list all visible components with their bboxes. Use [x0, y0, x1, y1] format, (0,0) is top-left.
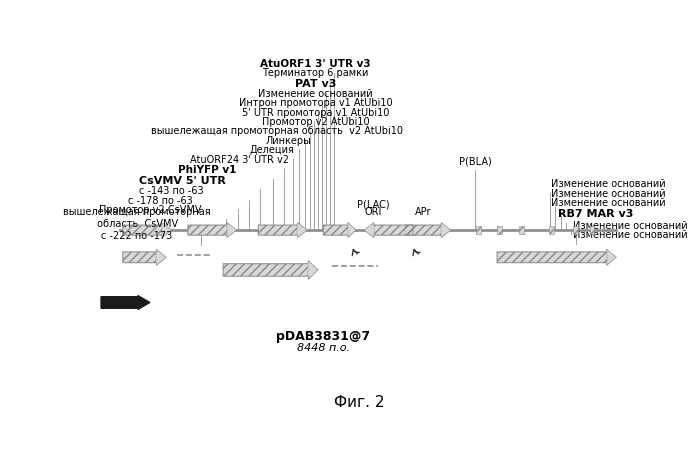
- Text: Изменение оснований: Изменение оснований: [573, 221, 687, 231]
- Text: с -222 по -173: с -222 по -173: [101, 231, 172, 241]
- Text: PAT v3: PAT v3: [295, 79, 336, 89]
- Text: Изменение оснований: Изменение оснований: [573, 230, 687, 240]
- FancyArrow shape: [405, 222, 451, 238]
- Text: Терминатор 6 рамки: Терминатор 6 рамки: [262, 68, 368, 78]
- Text: Изменение оснований: Изменение оснований: [258, 89, 372, 99]
- Text: ORI: ORI: [365, 207, 382, 217]
- FancyArrow shape: [188, 222, 237, 238]
- Polygon shape: [549, 226, 554, 234]
- Text: Делеция: Делеция: [249, 145, 295, 155]
- Text: Интрон промотора v1 AtUbi10: Интрон промотора v1 AtUbi10: [239, 98, 392, 108]
- Text: pDAB3831@7: pDAB3831@7: [276, 330, 370, 344]
- Text: P(LAC): P(LAC): [357, 200, 390, 210]
- Text: 8448 п.о.: 8448 п.о.: [297, 343, 350, 352]
- Text: APr: APr: [414, 207, 431, 217]
- Text: 5' UTR промотора v1 AtUbi10: 5' UTR промотора v1 AtUbi10: [241, 108, 389, 118]
- Text: Промотор v2 AtUbi10: Промотор v2 AtUbi10: [262, 117, 369, 127]
- Text: PhiYFP v1: PhiYFP v1: [178, 165, 236, 175]
- Text: P(BLA): P(BLA): [459, 157, 492, 167]
- FancyArrow shape: [258, 222, 307, 238]
- Text: CsVMV 5' UTR: CsVMV 5' UTR: [139, 176, 226, 186]
- FancyArrow shape: [101, 296, 150, 309]
- Text: вышележащая промоторная область  v2 AtUbi10: вышележащая промоторная область v2 AtUbi…: [151, 126, 403, 136]
- Text: с -178 по -63: с -178 по -63: [128, 196, 193, 205]
- Text: Промотор v2 CsVMV: Промотор v2 CsVMV: [99, 205, 201, 215]
- Text: Изменение оснований: Изменение оснований: [552, 179, 666, 189]
- Text: Изменение оснований: Изменение оснований: [552, 198, 666, 208]
- Text: AtuORF24 3' UTR v2: AtuORF24 3' UTR v2: [190, 155, 289, 164]
- FancyArrow shape: [497, 249, 617, 266]
- Polygon shape: [498, 226, 502, 234]
- Polygon shape: [519, 226, 524, 234]
- Text: Линкеры: Линкеры: [265, 136, 312, 146]
- FancyArrow shape: [122, 222, 172, 238]
- FancyArrow shape: [323, 222, 356, 238]
- Polygon shape: [476, 226, 480, 234]
- Text: RB7 MAR v3: RB7 MAR v3: [559, 209, 634, 219]
- Text: Изменение оснований: Изменение оснований: [552, 188, 666, 199]
- FancyArrow shape: [364, 222, 413, 238]
- Polygon shape: [573, 226, 578, 234]
- Text: Фиг. 2: Фиг. 2: [333, 394, 384, 409]
- Polygon shape: [589, 226, 594, 234]
- Text: AtuORF1 3' UTR v3: AtuORF1 3' UTR v3: [260, 59, 371, 69]
- Text: вышележащая промоторная
 область  CsVMV: вышележащая промоторная область CsVMV: [62, 207, 210, 229]
- Text: с -143 по -63: с -143 по -63: [139, 186, 204, 196]
- FancyArrow shape: [223, 260, 318, 280]
- FancyArrow shape: [122, 249, 166, 266]
